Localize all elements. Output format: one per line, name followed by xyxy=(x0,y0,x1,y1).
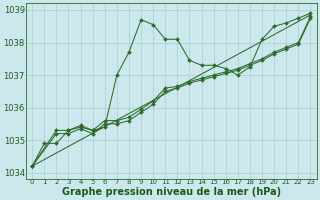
X-axis label: Graphe pression niveau de la mer (hPa): Graphe pression niveau de la mer (hPa) xyxy=(62,187,281,197)
